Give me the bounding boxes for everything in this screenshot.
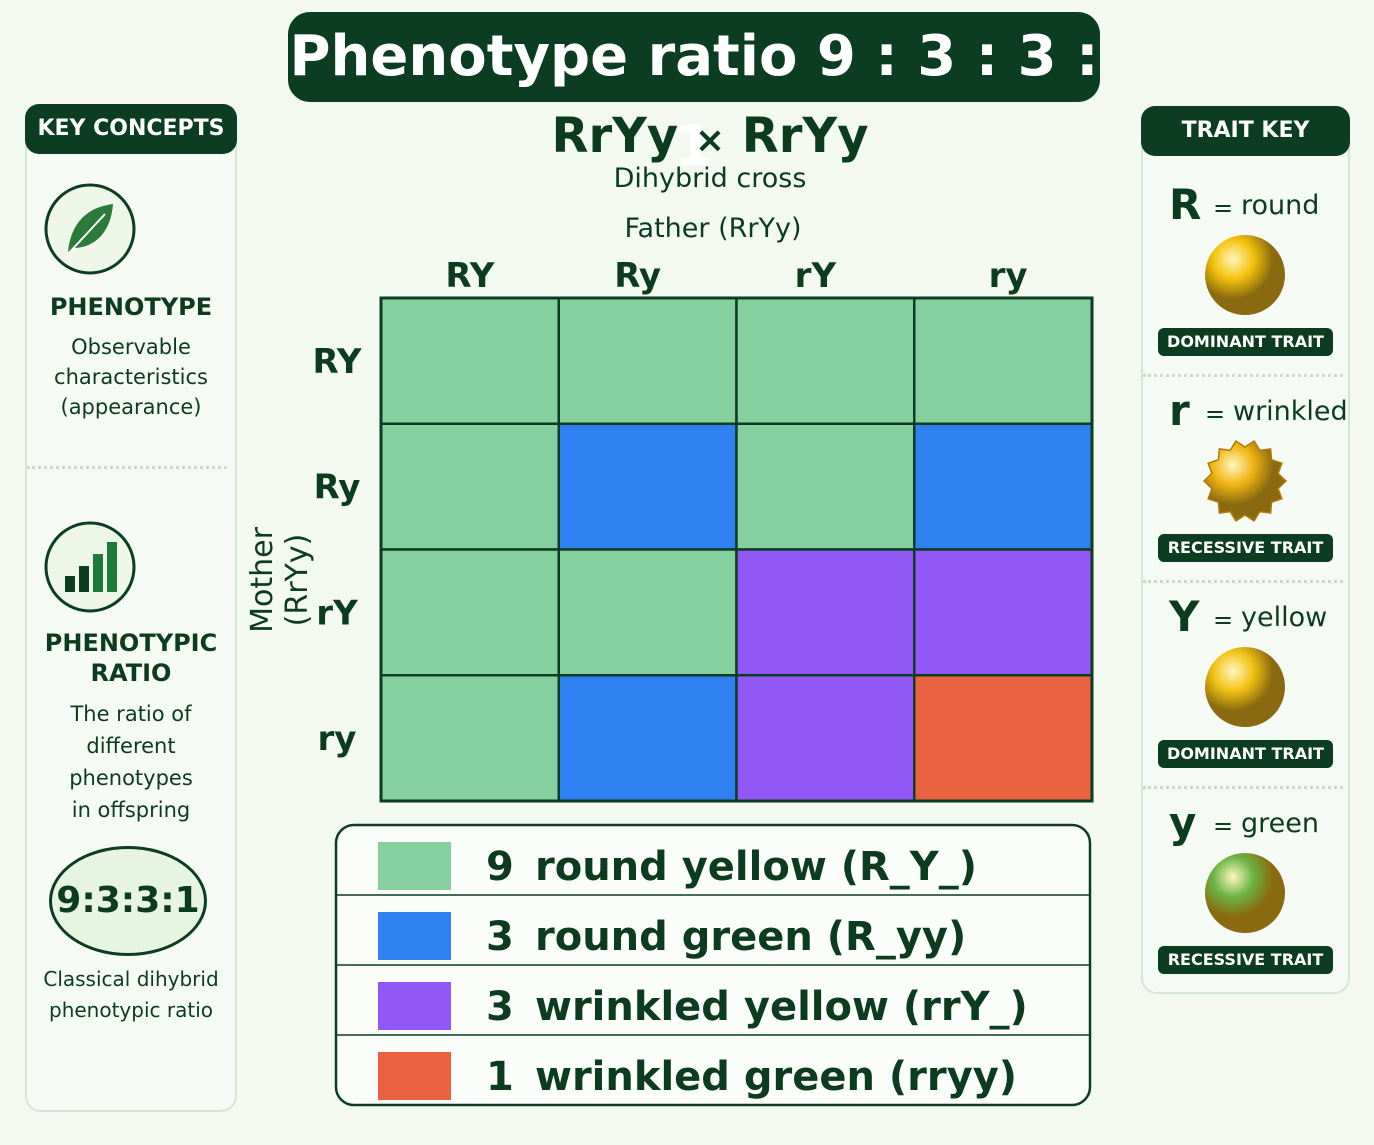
concept-text: characteristics [54,365,208,389]
father-label: Father (RrYy) [624,213,802,244]
equals: = [1213,812,1234,840]
equals: = [1213,194,1234,222]
concept-text: The ratio of [70,702,192,726]
punnett-cell [913,548,1094,677]
trait-symbol: R [1169,180,1202,229]
trait-meaning: yellow [1241,602,1328,633]
trait-badge: RECESSIVE TRAIT [1158,946,1333,974]
row-gamete: ry [318,719,357,759]
trait-meaning: wrinkled [1233,396,1348,427]
legend-label: wrinkled yellow (rrY_) [535,984,1028,1030]
leaf-icon [44,183,136,275]
row-gamete: rY [316,593,358,633]
legend-label: wrinkled green (rryy) [535,1054,1017,1100]
punnett-cell [735,548,916,677]
punnett-cell [379,296,560,425]
concept-text: in offspring [71,798,191,822]
parent: RrYy [551,108,679,164]
punnett-cell [735,296,916,425]
bars-icon [44,521,136,613]
grid-border [379,296,1094,803]
equals: = [1213,606,1234,634]
ratio-badge: 9:3:3:1 [49,846,207,956]
concept-text: phenotypes [69,766,193,790]
trait-badge: DOMINANT TRAIT [1158,740,1333,768]
cross-sign: × [694,120,726,161]
column-gamete: RY [445,256,494,296]
title: Phenotype ratio 9 : 3 : 3 : 1 [288,12,1100,179]
parent: RrYy [741,108,869,164]
key-concepts-panel: KEY CONCEPTS PHENOTYPE Observable characte… [25,104,237,1112]
subtitle: Dihybrid cross [613,163,807,194]
concept-text: Observable [71,335,191,359]
punnett-cell [557,422,738,551]
ratio-text: Classical dihybrid [43,967,219,991]
seed-icon [1202,439,1288,523]
row-gamete: RY [313,342,362,382]
punnett-cell [379,548,560,677]
concept-text: (appearance) [60,395,202,419]
legend-label: round yellow (R_Y_) [535,844,977,890]
ratio-text: phenotypic ratio [49,998,213,1022]
punnett-cell [735,422,916,551]
separator [1143,786,1343,789]
concept-heading: PHENOTYPIC [44,629,218,657]
trait-symbol: Y [1169,592,1200,641]
trait-meaning: green [1241,808,1319,839]
panel-title: KEY CONCEPTS [25,104,237,154]
punnett-cell [557,548,738,677]
seed-icon [1205,853,1285,933]
concept-heading: RATIO [90,659,172,687]
punnett-cell [735,674,916,803]
trait-symbol: y [1169,798,1197,847]
trait-key-panel: TRAIT KEY R = round DOMINANT TRAIT r = wrinkle… [1141,106,1350,994]
seed-icon [1205,235,1285,315]
legend-label: round green (R_yy) [535,914,966,960]
punnett-cell [913,674,1094,803]
punnett-cell [913,422,1094,551]
legend-count: 3 [486,984,514,1030]
legend-count: 3 [486,914,514,960]
punnett-cell [379,674,560,803]
legend-swatch [378,1052,451,1100]
concept-heading: PHENOTYPE [49,293,213,321]
legend-swatch [378,912,451,960]
column-gamete: ry [989,256,1028,296]
separator [1143,374,1343,377]
legend-swatch [378,842,451,890]
row-gamete: Ry [314,468,361,508]
punnett-cell [379,422,560,551]
concept-text: different [86,734,176,758]
trait-badge: RECESSIVE TRAIT [1158,534,1333,562]
punnett-cell [913,296,1094,425]
punnett-cell [557,296,738,425]
column-gamete: rY [795,256,837,296]
trait-badge: DOMINANT TRAIT [1158,328,1333,356]
legend-count: 1 [486,1054,514,1100]
panel-title: TRAIT KEY [1141,106,1350,156]
legend-count: 9 [486,844,514,890]
trait-symbol: r [1169,386,1190,435]
cross: RrYy × RrYy [500,108,920,164]
legend-swatch [378,982,451,1030]
separator [1143,580,1343,583]
seed-icon [1205,647,1285,727]
column-gamete: Ry [614,256,661,296]
equals: = [1205,400,1226,428]
punnett-cell [557,674,738,803]
trait-meaning: round [1241,190,1320,221]
